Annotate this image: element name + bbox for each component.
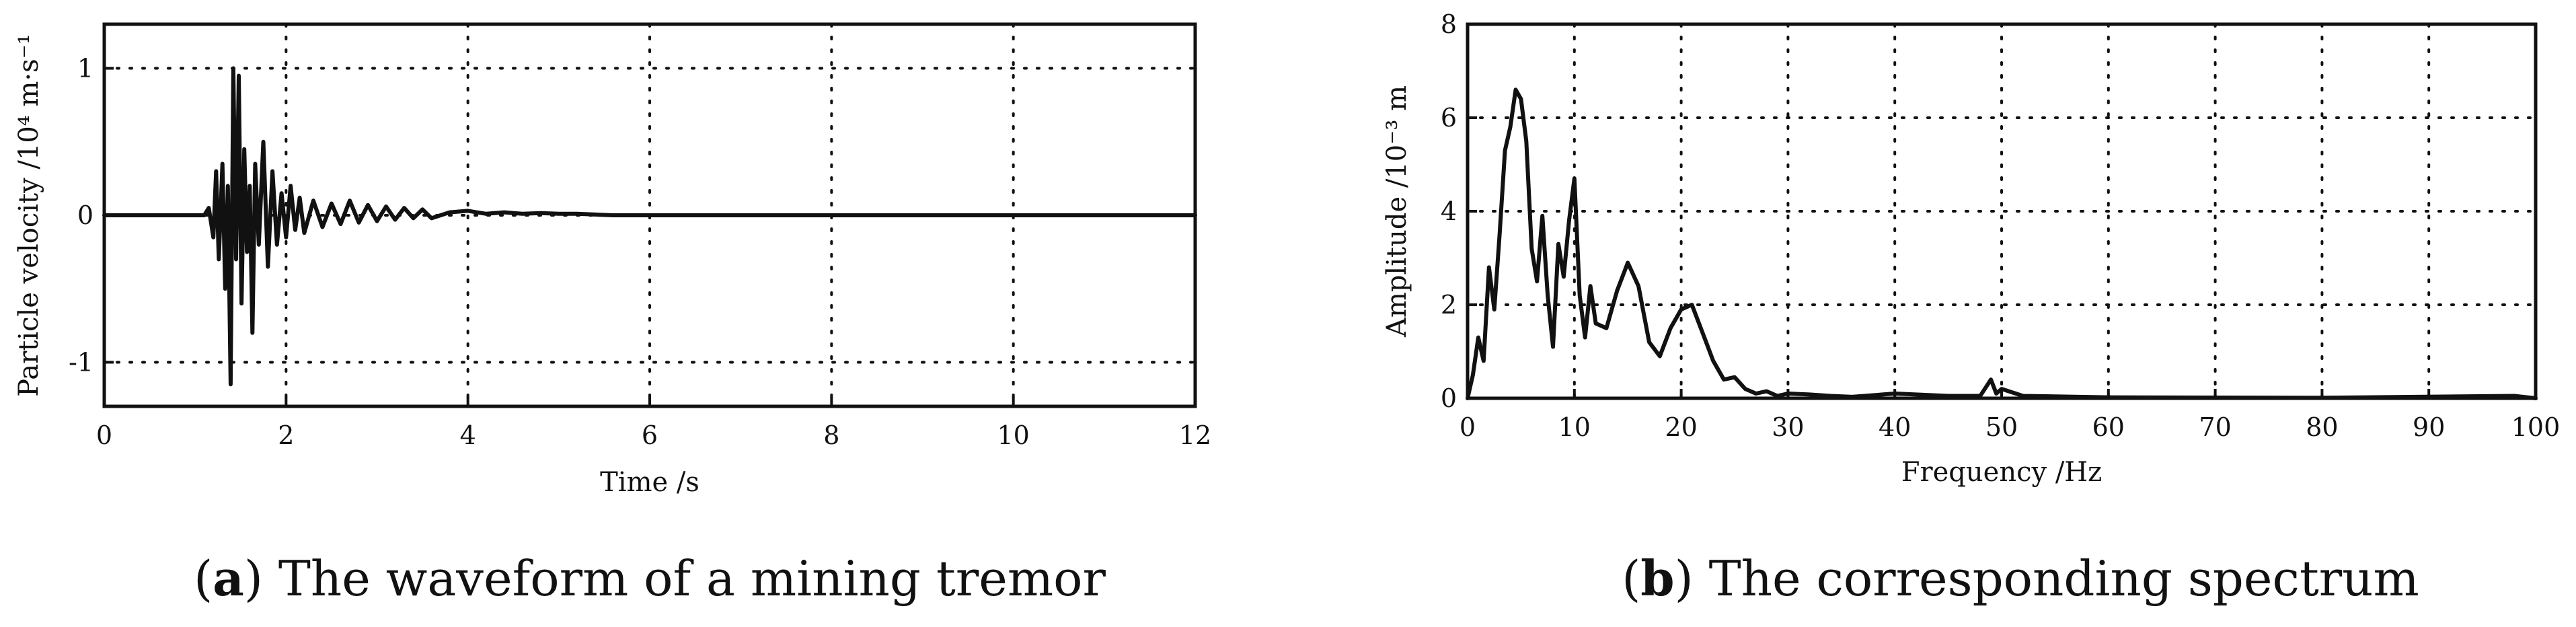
- panel-b-ytick-label-1: 2: [1441, 290, 1457, 320]
- panel-b-xtick-label-2: 20: [1665, 412, 1697, 442]
- panel-b-caption: (b) The corresponding spectrum: [1622, 550, 2419, 607]
- panel-a-xtick-label-2: 4: [460, 420, 476, 450]
- panel-b-series-line: [1466, 87, 2538, 400]
- panel-b-ticks: 0 10 20 30 40 50 60 70 80 90 100 0 2 4 6 8: [1441, 9, 2560, 442]
- panel-a-series-line: [102, 66, 1197, 387]
- panel-a-xtick-label-4: 8: [823, 420, 839, 450]
- panel-b-xtick-label-0: 0: [1460, 412, 1476, 442]
- panel-a-xtick-label-1: 2: [278, 420, 294, 450]
- panel-b-ytick-label-3: 6: [1441, 103, 1457, 133]
- panel-b-chart: 0 10 20 30 40 50 60 70 80 90 100 0 2 4 6 8 Frequency /H…: [1381, 9, 2560, 607]
- panel-a-caption-text: The waveform of a mining tremor: [278, 550, 1106, 607]
- panel-a-xtick-label-3: 6: [642, 420, 658, 450]
- panel-a-ylabel: Particle velocity /10⁴ m·s⁻¹: [13, 34, 44, 397]
- panel-a-label: a: [213, 550, 244, 607]
- panel-a-caption: (a) The waveform of a mining tremor: [194, 550, 1106, 607]
- panel-b-xtick-label-4: 40: [1879, 412, 1911, 442]
- panel-b-xtick-label-8: 80: [2306, 412, 2338, 442]
- panel-b-caption-text: The corresponding spectrum: [1709, 550, 2419, 607]
- panel-b-ylabel: Amplitude /10⁻³ m: [1381, 85, 1412, 338]
- panel-b-xtick-label-5: 50: [1985, 412, 2018, 442]
- panel-a-xlabel: Time /s: [600, 467, 699, 498]
- panel-a-ytick-label-0: -1: [69, 347, 93, 377]
- panel-a-ytick-label-2: 1: [77, 54, 93, 83]
- panel-b-ytick-label-2: 4: [1441, 196, 1457, 226]
- panel-a-xtick-label-6: 12: [1179, 420, 1211, 450]
- panel-b-ytick-label-4: 8: [1441, 9, 1457, 39]
- panel-b-xtick-label-9: 90: [2413, 412, 2445, 442]
- panel-b-xtick-label-3: 30: [1772, 412, 1804, 442]
- panel-a-chart: 0 2 4 6 8 10 12 -1 0 1 Time /s Particle velocity …: [13, 22, 1211, 607]
- panel-b-xtick-label-10: 100: [2511, 412, 2561, 442]
- panel-b-xlabel: Frequency /Hz: [1901, 457, 2103, 488]
- panel-b-xtick-label-1: 10: [1558, 412, 1591, 442]
- panel-b-ytick-label-0: 0: [1441, 383, 1457, 413]
- panel-a-xtick-label-0: 0: [96, 420, 112, 450]
- panel-b-grid: [1466, 23, 2537, 400]
- panel-b-xtick-label-6: 60: [2092, 412, 2125, 442]
- panel-b-label: b: [1640, 550, 1674, 607]
- panel-a-ticks: 0 2 4 6 8 10 12 -1 0 1: [69, 54, 1211, 450]
- panel-a-ytick-label-1: 0: [77, 200, 93, 230]
- panel-b-xtick-label-7: 70: [2199, 412, 2231, 442]
- panel-a-xtick-label-5: 10: [997, 420, 1029, 450]
